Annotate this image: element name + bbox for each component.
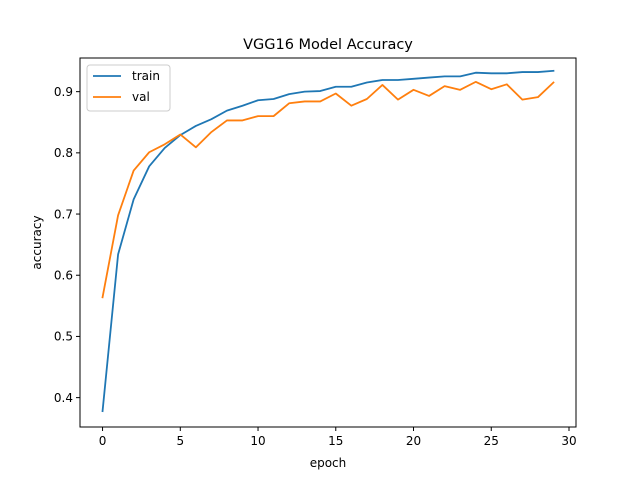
y-tick-label: 0.5 <box>54 330 73 344</box>
x-tick-label: 25 <box>484 434 499 448</box>
y-axis-ticks: 0.4 0.5 0.6 0.7 0.8 0.9 <box>54 85 80 405</box>
legend-label-train: train <box>132 69 160 83</box>
x-axis-label: epoch <box>310 456 347 470</box>
legend: train val <box>86 64 171 112</box>
y-axis-label: accuracy <box>30 215 44 269</box>
y-tick-label: 0.7 <box>54 207 73 221</box>
series-line-val <box>101 80 555 299</box>
y-tick-label: 0.4 <box>54 391 73 405</box>
series-line-train <box>101 69 555 413</box>
x-tick-label: 0 <box>99 434 107 448</box>
series-lines <box>101 69 555 413</box>
y-tick-label: 0.6 <box>54 269 73 283</box>
plot-area: 0 5 10 15 20 25 30 0.4 0.5 0.6 0.7 0.8 0.9 <box>54 57 577 448</box>
y-tick-label: 0.8 <box>54 146 73 160</box>
x-tick-label: 15 <box>328 434 343 448</box>
x-tick-label: 5 <box>176 434 184 448</box>
axes-frame <box>79 57 577 428</box>
y-tick-label: 0.9 <box>54 85 73 99</box>
x-tick-label: 10 <box>250 434 265 448</box>
x-axis-ticks: 0 5 10 15 20 25 30 <box>99 427 577 448</box>
x-tick-label: 20 <box>406 434 421 448</box>
chart-title: VGG16 Model Accuracy <box>243 37 413 53</box>
x-tick-label: 30 <box>561 434 576 448</box>
legend-label-val: val <box>132 90 150 104</box>
